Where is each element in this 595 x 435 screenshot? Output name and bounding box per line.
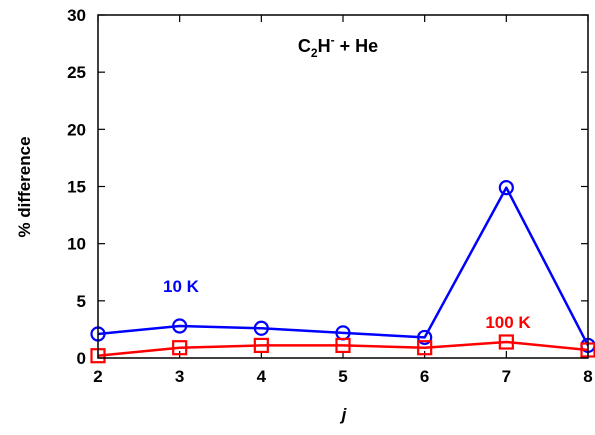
y-tick-label: 20 [67,120,86,139]
x-tick-label: 2 [93,367,102,386]
series-label-100k: 100 K [485,313,531,332]
plot-frame [97,14,589,359]
y-tick-label: 5 [77,292,86,311]
data-point [417,329,433,346]
x-tick-label: 5 [338,367,347,386]
y-axis-label: % difference [15,136,34,237]
series-line [97,340,589,357]
y-tick-label: 25 [67,63,86,82]
y-tick-label: 15 [67,178,86,197]
data-point [335,337,351,354]
x-tick-label: 7 [502,367,511,386]
series-line [97,186,590,346]
x-tick-label: 8 [583,367,592,386]
axis-ticks [97,14,589,359]
data-point [253,320,269,336]
chart-title: C2H- + He [298,33,378,60]
y-tick-label: 0 [77,349,86,368]
axis-tick-labels: 2 3 4 5 6 7 8 0 5 10 15 20 25 30 [67,6,593,386]
x-axis-label: j [340,405,348,424]
x-tick-label: 4 [257,367,267,386]
series-label-10k: 10 K [163,277,200,296]
y-tick-label: 10 [67,235,86,254]
x-tick-label: 3 [175,367,184,386]
title-subscript: 2 [311,46,318,60]
title-part-h: H [318,36,331,56]
data-point [498,180,514,196]
x-tick-label: 6 [420,367,429,386]
y-tick-label: 30 [67,6,86,25]
title-part-c: C [298,36,311,56]
data-point [253,337,269,354]
data-point [172,318,188,334]
title-rest: + He [335,36,379,56]
data-point [498,334,514,350]
data-point [172,340,188,356]
title-superscript: - [331,33,335,47]
data-point [417,340,433,356]
data-series [90,180,595,364]
